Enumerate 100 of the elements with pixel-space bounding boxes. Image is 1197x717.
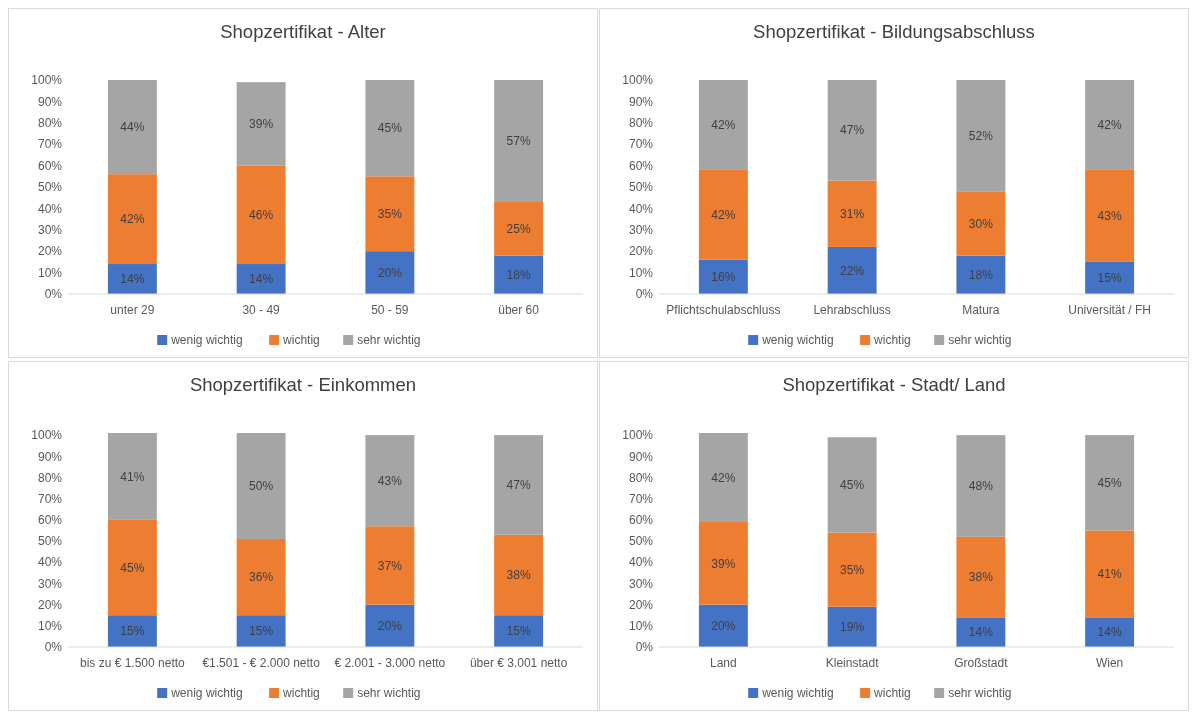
bar	[494, 534, 544, 616]
data-label: 18%	[968, 267, 994, 282]
y-tick-label: 70%	[628, 137, 654, 152]
y-tick-label: 20%	[37, 597, 63, 612]
x-tick-label: Land	[710, 656, 737, 670]
y-tick-label: 10%	[628, 619, 654, 634]
data-label: 15%	[249, 624, 274, 639]
data-label: 47%	[506, 478, 531, 493]
y-tick-label: 60%	[628, 158, 654, 173]
x-tick-label: 50 - 59	[371, 303, 409, 317]
data-label: 45%	[1097, 475, 1122, 490]
y-tick-label: 40%	[628, 201, 654, 216]
x-tick-label: über 60	[498, 303, 540, 317]
data-label: 43%	[1097, 209, 1122, 224]
y-tick-label: 30%	[628, 576, 654, 591]
bar	[698, 433, 748, 522]
bar	[956, 435, 1006, 537]
chart-title: Shopzertifikat - Bildungsabschluss	[753, 21, 1035, 42]
data-label: 45%	[840, 478, 865, 493]
y-tick-label: 70%	[37, 491, 63, 506]
y-tick-label: 90%	[37, 94, 63, 109]
bar	[107, 519, 157, 616]
bar	[956, 255, 1006, 294]
legend-label: wenig wichtig	[170, 686, 243, 700]
data-label: 22%	[840, 263, 865, 278]
bar	[956, 536, 1006, 618]
data-label: 42%	[711, 208, 736, 223]
data-label: 46%	[249, 208, 274, 223]
legend-label: sehr wichtig	[357, 686, 421, 700]
bar	[107, 433, 157, 520]
y-tick-label: 50%	[37, 180, 63, 195]
data-label: 20%	[377, 619, 403, 634]
data-label: 43%	[377, 473, 403, 488]
y-tick-label: 100%	[622, 73, 654, 88]
y-tick-label: 100%	[31, 73, 63, 88]
y-tick-label: 70%	[628, 491, 654, 506]
y-tick-label: 10%	[37, 265, 63, 280]
data-label: 39%	[249, 117, 274, 132]
data-label: 20%	[711, 619, 736, 634]
data-label: 57%	[506, 134, 531, 149]
data-label: 36%	[249, 570, 274, 585]
y-tick-label: 80%	[628, 470, 654, 485]
y-tick-label: 60%	[37, 513, 63, 528]
y-tick-label: 70%	[37, 137, 63, 152]
data-label: 38%	[506, 568, 531, 583]
y-tick-label: 60%	[37, 158, 63, 173]
bar	[236, 538, 286, 616]
legend-label: wichtig	[282, 333, 320, 347]
y-tick-label: 90%	[628, 94, 654, 109]
bar	[827, 80, 877, 181]
legend-label: sehr wichtig	[948, 686, 1012, 700]
y-tick-label: 40%	[37, 555, 63, 570]
y-tick-label: 40%	[628, 555, 654, 570]
bar	[236, 433, 286, 539]
bar	[827, 180, 877, 247]
bar	[365, 604, 415, 647]
y-tick-label: 20%	[37, 244, 63, 259]
data-label: 42%	[120, 212, 145, 227]
x-tick-label: Pflichtschulabschluss	[666, 303, 781, 317]
data-label: 14%	[120, 272, 145, 287]
data-label: 50%	[249, 479, 274, 494]
y-tick-label: 50%	[628, 180, 654, 195]
bar	[365, 435, 415, 527]
bar	[698, 604, 748, 647]
y-tick-label: 50%	[37, 534, 63, 549]
data-label: 20%	[377, 265, 403, 280]
bar	[494, 201, 544, 256]
data-label: 41%	[1097, 567, 1122, 582]
data-label: 42%	[711, 470, 736, 485]
bar	[1085, 435, 1135, 531]
y-tick-label: 100%	[622, 428, 654, 443]
x-tick-label: Universität / FH	[1068, 303, 1151, 317]
data-label: 47%	[840, 123, 865, 138]
y-tick-label: 10%	[37, 619, 63, 634]
y-tick-label: 10%	[628, 265, 654, 280]
data-label: 35%	[840, 562, 865, 577]
y-tick-label: 0%	[635, 640, 654, 655]
bar	[365, 176, 415, 252]
data-label: 45%	[377, 121, 403, 136]
bar	[1085, 80, 1135, 170]
legend-label: wenig wichtig	[761, 333, 834, 347]
bar	[956, 191, 1006, 256]
bar	[827, 606, 877, 647]
x-tick-label: unter 29	[110, 303, 155, 317]
y-tick-label: 50%	[628, 534, 654, 549]
y-tick-label: 0%	[635, 287, 654, 302]
y-tick-label: 100%	[31, 428, 63, 443]
chart-title: Shopzertifikat - Alter	[220, 21, 386, 42]
y-tick-label: 0%	[44, 287, 63, 302]
data-label: 41%	[120, 469, 145, 484]
y-tick-label: 20%	[628, 597, 654, 612]
data-label: 35%	[377, 206, 403, 221]
y-tick-label: 40%	[37, 201, 63, 216]
data-label: 30%	[968, 216, 994, 231]
legend-label: sehr wichtig	[357, 333, 421, 347]
legend-label: wenig wichtig	[761, 686, 834, 700]
bar	[365, 251, 415, 294]
y-tick-label: 30%	[628, 223, 654, 237]
x-tick-label: Wien	[1095, 656, 1124, 670]
data-label: 15%	[1097, 271, 1122, 286]
